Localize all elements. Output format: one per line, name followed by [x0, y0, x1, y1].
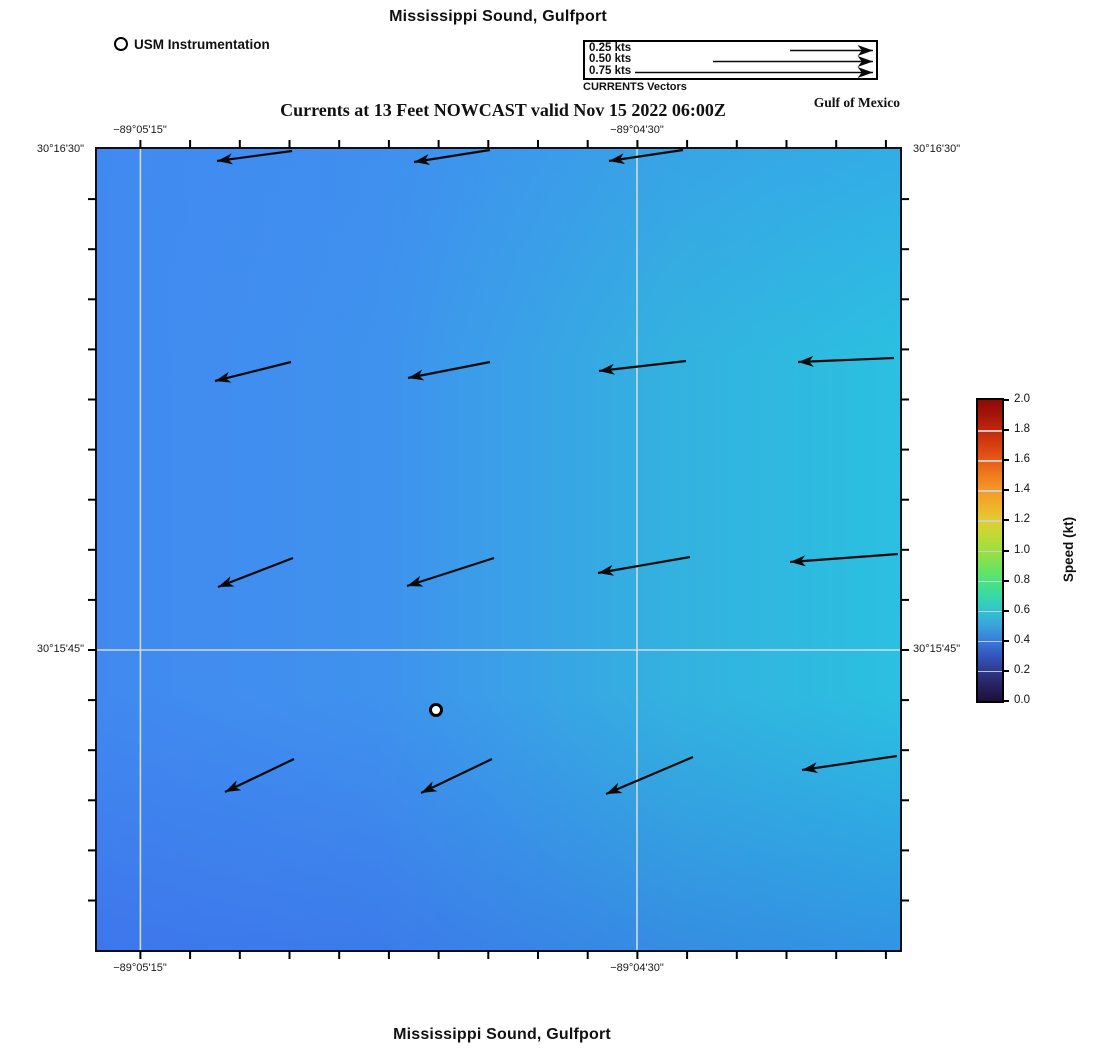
colorbar-tick-label: 2.0: [1014, 393, 1030, 405]
colorbar-tick-line: [978, 490, 1002, 492]
region-label: Gulf of Mexico: [813, 95, 900, 110]
colorbar-tick-label: 0.6: [1014, 603, 1030, 616]
colorbar-tick: [1003, 700, 1009, 702]
colorbar-tick-label: 1.4: [1014, 483, 1030, 496]
vector-legend-caption: CURRENTS Vectors: [583, 81, 687, 93]
page-title: Mississippi Sound, Gulfport: [389, 8, 607, 25]
colorbar-tick: [1003, 429, 1009, 432]
instrument-legend: USM Instrumentation: [114, 36, 270, 52]
colorbar-tick-line: [978, 670, 1002, 673]
colorbar-tick-label: 0.4: [1014, 633, 1030, 646]
colorbar-tick: [1003, 669, 1009, 672]
y-axis-label-right: 30°15'45": [913, 643, 961, 655]
x-axis-label-bottom: −89°05'15": [113, 962, 167, 974]
colorbar-tick-label: 0.2: [1014, 663, 1030, 676]
colorbar-tick-label: 0.0: [1014, 694, 1030, 706]
map-plot-area: [94, 146, 902, 952]
x-axis-label-top: −89°04'30": [610, 124, 664, 136]
colorbar-tick-line: [978, 610, 1002, 613]
vector-legend-box: 0.25 kts 0.50 kts 0.75 kts: [583, 40, 878, 80]
y-axis-label-left: 30°16'30": [36, 143, 84, 155]
colorbar-tick: [1003, 399, 1009, 401]
plot-subtitle: Currents at 13 Feet NOWCAST valid Nov 15…: [280, 100, 726, 120]
colorbar-tick: [1003, 519, 1009, 522]
colorbar: [976, 398, 1004, 703]
colorbar-axis-label: Speed (kt): [1061, 516, 1077, 582]
colorbar-tick-line: [978, 430, 1002, 432]
colorbar-tick: [1003, 579, 1009, 582]
colorbar-tick: [1003, 639, 1009, 642]
bottom-title: Mississippi Sound, Gulfport: [393, 1026, 611, 1043]
x-axis-label-bottom: −89°04'30": [610, 962, 664, 974]
vector-legend-labels: 0.25 kts 0.50 kts 0.75 kts: [589, 42, 632, 77]
colorbar-tick-line: [978, 520, 1002, 522]
instrument-legend-label: USM Instrumentation: [134, 36, 270, 52]
colorbar-tick: [1003, 489, 1009, 492]
colorbar-tick-label: 1.6: [1014, 453, 1030, 466]
colorbar-tick-label: 0.8: [1014, 573, 1030, 586]
vector-legend-arrows-icon: [635, 45, 873, 78]
colorbar-tick-label: 1.2: [1014, 513, 1030, 526]
colorbar-tick: [1003, 609, 1009, 612]
colorbar-tick-label: 1.0: [1014, 543, 1030, 556]
colorbar-tick: [1003, 459, 1009, 462]
colorbar-tick: [1003, 549, 1009, 552]
colorbar-tick-line: [978, 640, 1002, 643]
x-axis-label-top: −89°05'15": [113, 124, 167, 136]
station-marker-icon: [114, 37, 128, 51]
colorbar-tick-line: [978, 460, 1002, 462]
colorbar-tick-line: [978, 580, 1002, 583]
y-axis-label-right: 30°16'30": [913, 143, 961, 155]
colorbar-tick-label: 1.8: [1014, 423, 1030, 436]
vector-legend-label-075: 0.75 kts: [589, 64, 632, 77]
vector-legend-label-050: 0.50 kts: [589, 53, 632, 66]
colorbar-tick-line: [978, 550, 1002, 552]
y-axis-label-left: 30°15'45": [36, 643, 84, 655]
vector-legend-label-025: 0.25 kts: [589, 42, 632, 54]
